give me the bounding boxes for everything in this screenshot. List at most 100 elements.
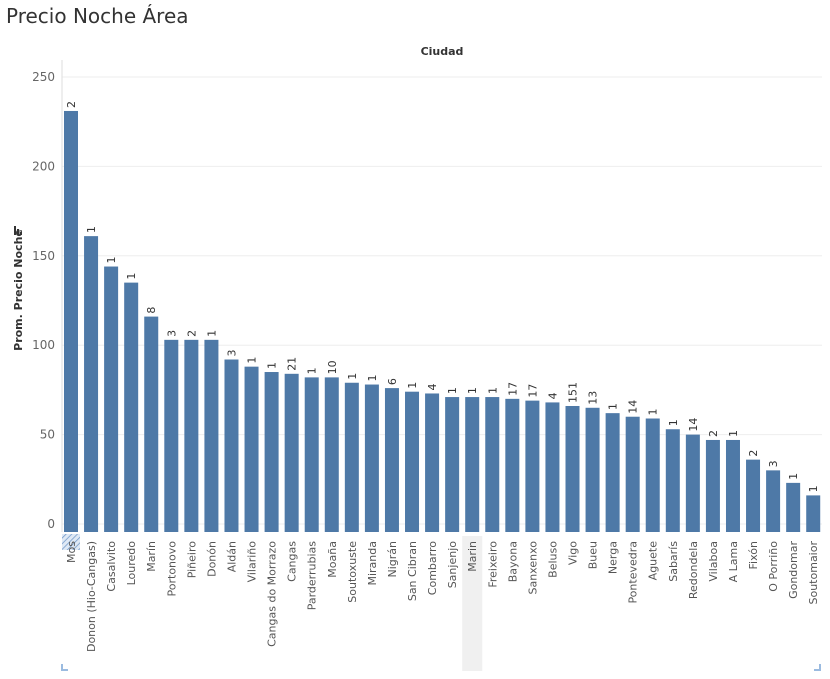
bar[interactable]: [766, 470, 781, 532]
bar[interactable]: [485, 397, 500, 532]
data-label: 3: [165, 330, 178, 337]
data-label: 1: [446, 387, 459, 394]
category-label[interactable]: Sanxenxo: [526, 541, 539, 595]
bar[interactable]: [304, 377, 319, 532]
data-label: 14: [627, 400, 640, 414]
bar[interactable]: [384, 388, 399, 532]
data-label: 1: [466, 387, 479, 394]
resize-handle-bottom-right[interactable]: [814, 664, 821, 671]
bar[interactable]: [545, 402, 560, 532]
y-tick-label: 200: [32, 159, 55, 173]
category-label[interactable]: A Lama: [727, 541, 740, 582]
category-label[interactable]: Vigo: [567, 541, 580, 565]
bar[interactable]: [64, 110, 78, 533]
bar[interactable]: [84, 236, 99, 532]
category-label[interactable]: Vilaboa: [707, 541, 720, 582]
category-label[interactable]: Redondela: [687, 541, 700, 599]
bar[interactable]: [525, 400, 540, 532]
category-label[interactable]: Moaña: [326, 541, 339, 578]
category-label[interactable]: Bayona: [506, 541, 519, 582]
category-label[interactable]: San Cibran: [406, 541, 419, 601]
category-label[interactable]: Donón: [205, 541, 218, 577]
bar[interactable]: [224, 359, 239, 532]
bar[interactable]: [705, 439, 720, 532]
category-label[interactable]: Marin: [466, 541, 479, 572]
bar[interactable]: [565, 405, 580, 532]
category-label[interactable]: Gondomar: [787, 541, 800, 599]
category-label[interactable]: Mos: [65, 541, 78, 563]
sort-icon[interactable]: [14, 226, 22, 235]
category-label[interactable]: Portonovo: [165, 541, 178, 597]
bar[interactable]: [425, 393, 440, 532]
category-label[interactable]: Marín: [145, 541, 158, 572]
bar[interactable]: [645, 418, 660, 532]
bar[interactable]: [505, 398, 520, 532]
data-label: 1: [105, 257, 118, 264]
bar[interactable]: [164, 339, 179, 532]
data-label: 8: [145, 307, 158, 314]
bar[interactable]: [244, 366, 259, 532]
category-label[interactable]: Louredo: [125, 541, 138, 586]
bar[interactable]: [806, 495, 821, 532]
category-label[interactable]: Aldán: [225, 541, 238, 572]
category-label[interactable]: Soutoxuste: [346, 541, 359, 603]
bar[interactable]: [786, 482, 801, 532]
category-label[interactable]: Casalvito: [105, 541, 118, 592]
column-header: Ciudad: [421, 45, 464, 58]
data-label: 1: [486, 387, 499, 394]
category-label[interactable]: Pontevedra: [627, 541, 640, 604]
bar[interactable]: [104, 266, 119, 532]
bar[interactable]: [124, 282, 139, 532]
bar[interactable]: [204, 339, 219, 532]
category-label[interactable]: Soutomaior: [807, 541, 820, 605]
bar[interactable]: [725, 439, 740, 532]
bar[interactable]: [364, 384, 379, 532]
category-label[interactable]: Vilariño: [246, 541, 259, 583]
data-label: 1: [406, 382, 419, 389]
bar[interactable]: [184, 339, 199, 532]
bar[interactable]: [746, 459, 761, 532]
bar[interactable]: [284, 373, 299, 532]
y-tick-label: 100: [32, 338, 55, 352]
category-label[interactable]: Cangas do Morrazo: [266, 541, 279, 647]
bar[interactable]: [685, 434, 700, 532]
category-label[interactable]: O Porriño: [767, 541, 780, 592]
bar[interactable]: [344, 382, 359, 532]
data-label: 4: [426, 383, 439, 390]
category-label[interactable]: Piñeiro: [185, 541, 198, 579]
category-label[interactable]: Parderrubias: [306, 541, 319, 611]
category-label[interactable]: Miranda: [366, 541, 379, 586]
category-label[interactable]: Bueu: [587, 541, 600, 569]
data-label: 21: [286, 357, 299, 371]
data-label: 17: [506, 382, 519, 396]
category-label[interactable]: Fixón: [747, 541, 760, 569]
category-label[interactable]: Combarro: [426, 541, 439, 595]
category-label[interactable]: Sanjenjo: [446, 541, 459, 589]
data-label: 1: [667, 419, 680, 426]
bar[interactable]: [585, 407, 600, 532]
category-label[interactable]: Freixeiro: [486, 541, 499, 588]
category-label[interactable]: Beluso: [546, 541, 559, 578]
selection-marker: [62, 534, 80, 550]
resize-handle-bottom-left[interactable]: [61, 664, 68, 671]
category-label[interactable]: Aguete: [647, 541, 660, 581]
category-label[interactable]: Sabarís: [667, 541, 680, 582]
category-label[interactable]: Cangas: [286, 541, 299, 582]
data-label: 1: [125, 273, 138, 280]
bar[interactable]: [665, 429, 680, 532]
bar[interactable]: [144, 316, 159, 532]
bar[interactable]: [405, 391, 420, 532]
category-label[interactable]: Donon (Hio-Cangas): [85, 541, 98, 652]
y-tick-label: 250: [32, 70, 55, 84]
category-label[interactable]: Nigrán: [386, 541, 399, 578]
category-label[interactable]: Nerga: [607, 541, 620, 574]
bar[interactable]: [605, 413, 620, 532]
bar[interactable]: [625, 416, 640, 532]
bar[interactable]: [324, 377, 339, 532]
bar[interactable]: [445, 397, 460, 532]
hover-highlight: [462, 536, 483, 671]
bar[interactable]: [465, 397, 480, 532]
bar[interactable]: [264, 372, 279, 532]
data-label: 1: [246, 357, 259, 364]
